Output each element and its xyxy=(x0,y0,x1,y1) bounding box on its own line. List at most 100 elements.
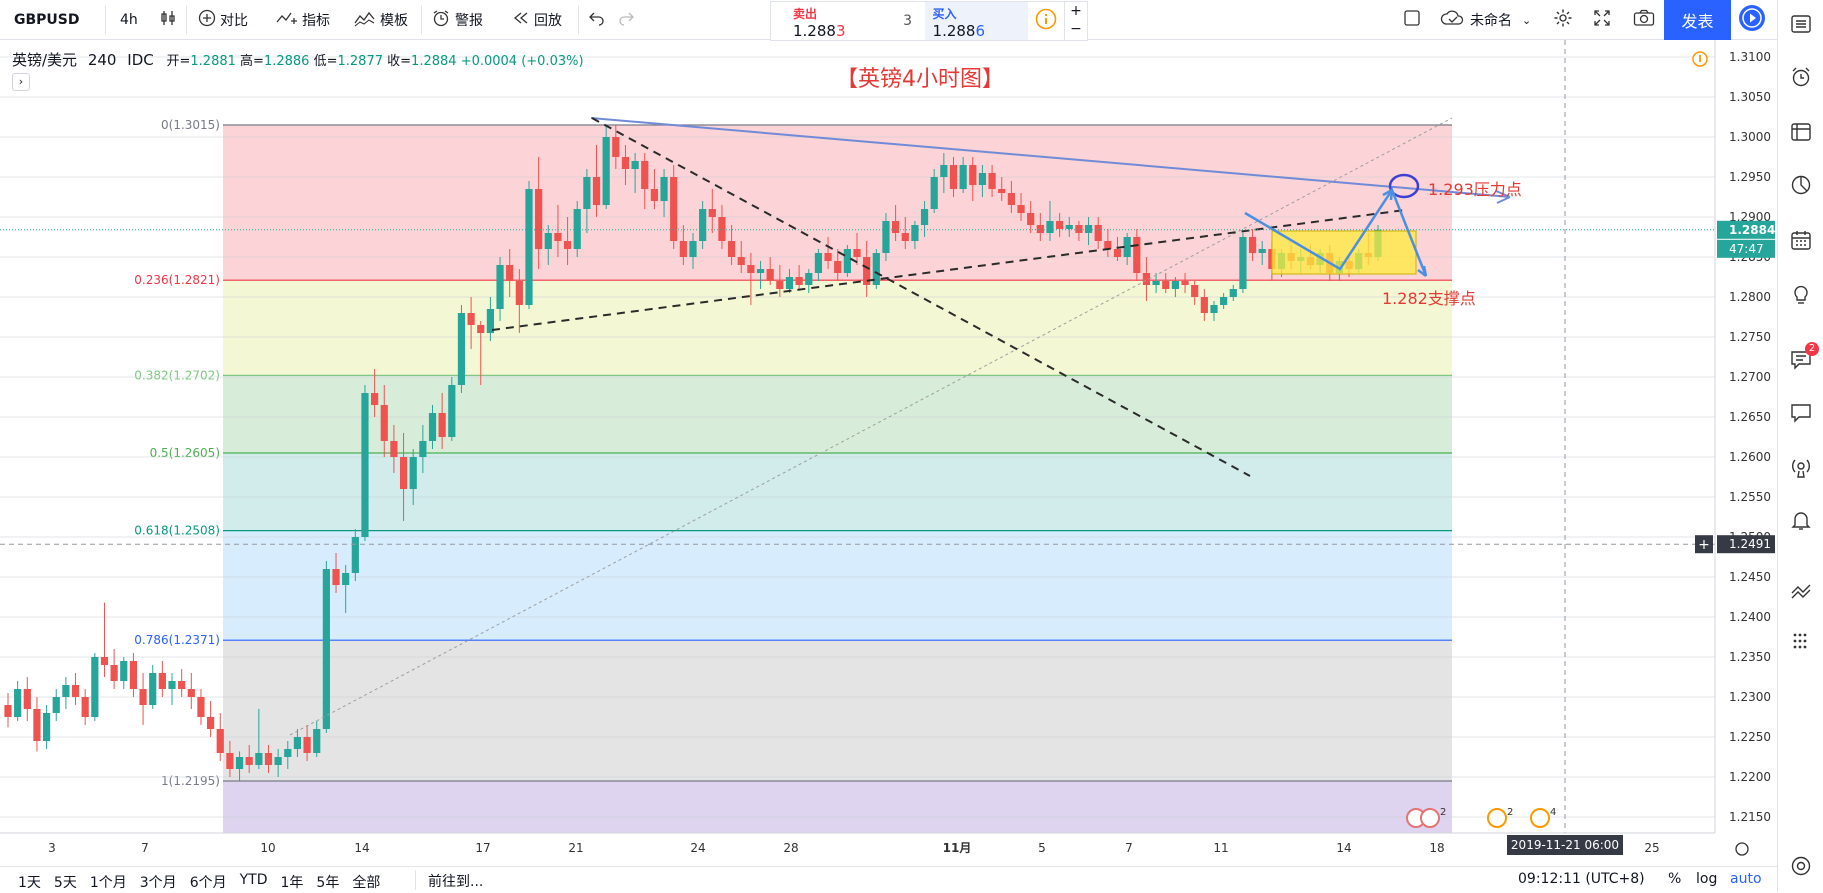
interval-label: 4h xyxy=(120,12,138,28)
help-button[interactable] xyxy=(1789,855,1813,879)
event-flag-icon[interactable] xyxy=(1420,808,1440,828)
candle-body xyxy=(1075,225,1083,233)
candle-body xyxy=(264,753,273,765)
candle-body xyxy=(197,697,205,717)
candle-body xyxy=(1229,289,1237,297)
buy-button[interactable]: 买入 1.2886 xyxy=(924,2,1029,40)
time-axis-bg[interactable] xyxy=(0,833,1715,866)
projection-arrow-path[interactable] xyxy=(1244,187,1428,277)
data-window-icon xyxy=(1790,123,1812,148)
symbol-name: GBPUSD xyxy=(14,12,80,28)
watchlist-button[interactable] xyxy=(1789,13,1813,37)
save-layout-button[interactable]: 未命名 ⌄ xyxy=(1440,0,1531,40)
candle-body xyxy=(303,737,311,753)
range-button[interactable]: 5年 xyxy=(316,875,340,891)
candle-body xyxy=(120,661,128,681)
price-tick: 1.2300 xyxy=(1729,690,1771,704)
auto-toggle[interactable]: auto xyxy=(1730,871,1762,887)
fibonacci-retracement[interactable]: 0(1.3015) 0.236(1.2821) 0.382(1.2702) 0.5(1… xyxy=(134,118,1452,833)
templates-button[interactable]: 模板 xyxy=(354,0,408,40)
range-button[interactable]: 1年 xyxy=(280,875,304,891)
range-button[interactable]: YTD xyxy=(239,872,268,888)
sell-button[interactable]: 卖出 1.2883 xyxy=(771,2,891,40)
log-toggle[interactable]: log xyxy=(1696,871,1717,887)
redo-button[interactable] xyxy=(617,0,635,40)
add-level-button[interactable] xyxy=(1695,535,1713,554)
range-button[interactable]: 3个月 xyxy=(139,875,177,891)
candle-body xyxy=(448,385,456,437)
resistance-trendline[interactable] xyxy=(590,117,1511,198)
candle-body xyxy=(930,177,938,209)
drawings[interactable] xyxy=(289,117,1511,736)
percent-label: % xyxy=(1668,871,1682,887)
replay-button[interactable]: 回放 xyxy=(512,0,562,40)
candle-body xyxy=(62,685,70,697)
rewind-icon xyxy=(512,9,530,31)
snapshot-button[interactable] xyxy=(1633,0,1655,40)
info-button[interactable] xyxy=(1028,2,1064,40)
candle-body xyxy=(496,265,504,309)
plus-icon[interactable]: + xyxy=(1070,3,1082,19)
play-button[interactable] xyxy=(1738,0,1766,40)
order-panel-button[interactable] xyxy=(1789,579,1813,603)
candle-body xyxy=(293,737,302,749)
layout-select-button[interactable] xyxy=(1403,0,1421,40)
price-axis-bg[interactable] xyxy=(1715,40,1777,866)
percent-toggle[interactable]: % xyxy=(1668,871,1681,887)
notifications-button[interactable] xyxy=(1789,509,1813,533)
symbol-search[interactable]: GBPUSD xyxy=(14,0,80,40)
resistance-circle[interactable] xyxy=(1388,173,1420,199)
event-flag-icon[interactable] xyxy=(1530,808,1550,828)
candle-body xyxy=(969,165,977,185)
alerts-button[interactable]: 警报 xyxy=(431,0,483,40)
fib-band xyxy=(223,781,1452,833)
range-button[interactable]: 1个月 xyxy=(89,875,127,891)
candle-body xyxy=(178,681,186,689)
log-label: log xyxy=(1696,871,1718,887)
fib-band xyxy=(223,280,1452,376)
ideas-button[interactable] xyxy=(1789,283,1813,307)
event-flag-icon[interactable] xyxy=(1487,808,1507,828)
price-chart[interactable]: 0(1.3015) 0.236(1.2821) 0.382(1.2702) 0.5(1… xyxy=(0,40,1777,866)
alerts-panel-button[interactable] xyxy=(1789,66,1813,90)
chart-style-button[interactable] xyxy=(159,0,177,40)
countdown-label: 47:47 xyxy=(1729,242,1764,256)
data-window-button[interactable] xyxy=(1789,121,1813,145)
candle-body xyxy=(81,697,89,717)
gear-icon[interactable] xyxy=(1735,842,1749,856)
dom-button[interactable] xyxy=(1789,630,1813,654)
range-button[interactable]: 全部 xyxy=(352,875,381,891)
candle-body xyxy=(670,177,678,241)
messages-button[interactable] xyxy=(1789,401,1813,425)
calendar-button[interactable] xyxy=(1789,229,1813,253)
timezone-clock[interactable]: 09:12:11 (UTC+8) xyxy=(1518,871,1645,887)
publish-button[interactable]: 发表 xyxy=(1664,0,1731,40)
candle-body xyxy=(506,265,514,281)
chevron-down-icon: ⌄ xyxy=(1522,13,1532,27)
candle-body xyxy=(650,189,659,201)
cloud-check-icon xyxy=(1440,9,1466,31)
range-box[interactable] xyxy=(1271,230,1417,275)
fib-band xyxy=(223,375,1452,453)
indicators-button[interactable]: 指标 xyxy=(276,0,330,40)
undo-button[interactable] xyxy=(588,0,606,40)
bell-icon xyxy=(1790,512,1812,536)
range-button[interactable]: 5天 xyxy=(53,875,77,891)
hotlists-button[interactable] xyxy=(1789,174,1813,198)
divider xyxy=(105,6,106,34)
minus-icon[interactable]: − xyxy=(1070,21,1082,37)
candle-body xyxy=(467,313,475,325)
compare-button[interactable]: 对比 xyxy=(198,0,248,40)
streams-button[interactable] xyxy=(1789,456,1813,480)
interval-button[interactable]: 4h xyxy=(120,0,138,40)
event-flag-icon-count: 2 xyxy=(1507,807,1513,818)
collapse-legend-button[interactable]: › xyxy=(12,73,30,91)
goto-date-button[interactable]: 前往到... xyxy=(428,871,483,891)
range-button[interactable]: 6个月 xyxy=(189,875,227,891)
qty-stepper[interactable]: + − xyxy=(1064,2,1087,40)
range-button[interactable]: 1天 xyxy=(18,875,41,891)
price-tick: 1.2750 xyxy=(1729,330,1771,344)
settings-button[interactable] xyxy=(1553,0,1573,40)
fullscreen-button[interactable] xyxy=(1593,0,1611,40)
camera-icon xyxy=(1633,9,1655,31)
